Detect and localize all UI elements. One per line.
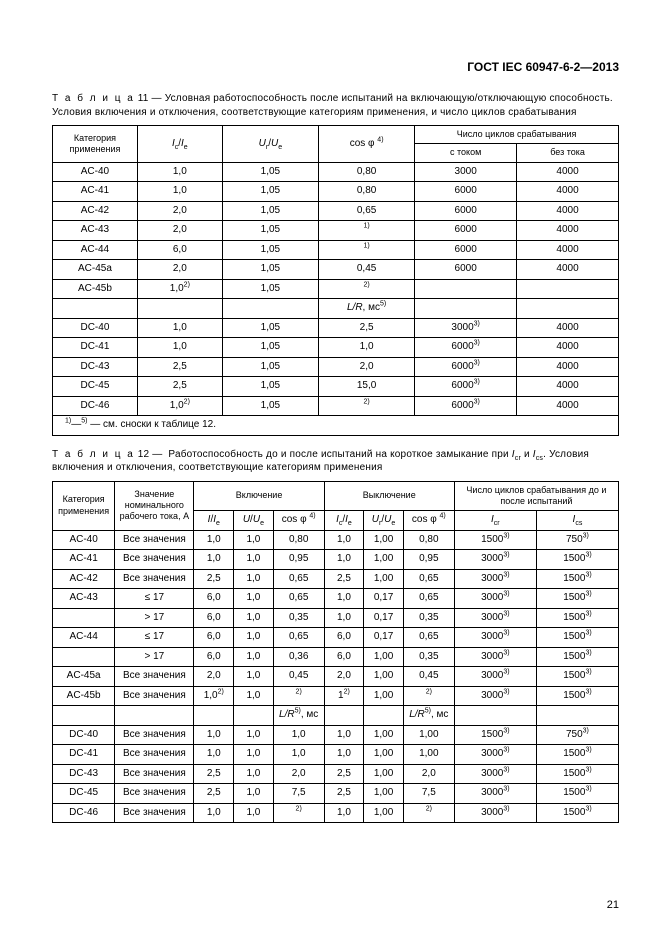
t12-h-on: Включение — [194, 481, 324, 511]
table-row: DC-43Все значения2,51,02,02,51,002,03000… — [53, 764, 619, 784]
table-row: AC-411,01,050,8060004000 — [53, 182, 619, 202]
table11-num: 11 — [138, 93, 149, 104]
table-row: DC-41Все значения1,01,01,01,01,001,00300… — [53, 745, 619, 765]
table11-text: — Условная работоспособность после испыт… — [52, 93, 613, 118]
table-row: DC-411,01,051,060003)4000 — [53, 338, 619, 358]
table-row-lr: L/R, мс5) — [53, 299, 619, 319]
table-row: AC-45b1,02)1,052) — [53, 279, 619, 299]
t12-h-cycles: Число циклов срабатывания до и после исп… — [454, 481, 618, 511]
table-row: DC-432,51,052,060003)4000 — [53, 357, 619, 377]
table-row: AC-44≤ 176,01,00,656,00,170,6530003)1500… — [53, 628, 619, 648]
t11-h-urue: Ur/Ue — [222, 126, 318, 163]
table-row: DC-40Все значения1,01,01,01,01,001,00150… — [53, 725, 619, 745]
t12-h-urue: Ur/Ue — [364, 511, 404, 531]
table12-num: 12 — [138, 449, 150, 460]
t12-h-nominal: Значение номинального рабочего тока, А — [115, 481, 194, 530]
t12-h-icr: Icr — [454, 511, 536, 531]
page-number: 21 — [607, 899, 619, 911]
table-row: AC-45aВсе значения2,01,00,452,01,000,453… — [53, 667, 619, 687]
table-row: DC-45Все значения2,51,07,52,51,007,53000… — [53, 784, 619, 804]
table-row: DC-401,01,052,530003)4000 — [53, 318, 619, 338]
table-row-lr: L/R5), мс L/R5), мс — [53, 706, 619, 726]
t12-h-uue: U/Ue — [234, 511, 274, 531]
table-row: DC-46Все значения1,01,02)1,01,002)30003)… — [53, 803, 619, 823]
t11-h-nocurr: без тока — [517, 144, 619, 162]
table11-label: Т а б л и ц а — [52, 93, 135, 104]
table-row: > 176,01,00,351,00,170,3530003)15003) — [53, 608, 619, 628]
table-row: > 176,01,00,366,01,000,3530003)15003) — [53, 647, 619, 667]
t11-h-cosphi: cos φ 4) — [319, 126, 415, 163]
t12-h-cosphi2: cos φ 4) — [403, 511, 454, 531]
table-11: Категория применения Ic/Ie Ur/Ue cos φ 4… — [52, 125, 619, 436]
t11-h-cycles: Число циклов срабатывания — [415, 126, 619, 144]
t12-lr-off: L/R5), мс — [403, 706, 454, 726]
table-row: AC-45bВсе значения1,02)1,02)12)1,002)300… — [53, 686, 619, 706]
t11-h-icie: Ic/Ie — [137, 126, 222, 163]
table-row: AC-42Все значения2,51,00,652,51,000,6530… — [53, 569, 619, 589]
table-row: AC-446,01,051)60004000 — [53, 240, 619, 260]
t12-h-ics: Ics — [536, 511, 618, 531]
table-row: AC-41Все значения1,01,00,951,01,000,9530… — [53, 550, 619, 570]
table-row: DC-461,02)1,052)60003)4000 — [53, 396, 619, 416]
t11-h-category: Категория применения — [53, 126, 138, 163]
table-row: AC-422,01,050,6560004000 — [53, 201, 619, 221]
t11-h-withcurr: с током — [415, 144, 517, 162]
document-code: ГОСТ IEC 60947-6-2—2013 — [52, 60, 619, 74]
t12-lr-on: L/R5), мс — [273, 706, 324, 726]
table11-caption: Т а б л и ц а 11 — Условная работоспособ… — [52, 92, 619, 119]
table-row: DC-452,51,0515,060003)4000 — [53, 377, 619, 397]
table-row: AC-40Все значения1,01,00,801,01,000,8015… — [53, 530, 619, 550]
t11-footnote-row: 1)—5) — см. сноски к таблице 12. — [53, 416, 619, 436]
t12-h-iie: I/Ie — [194, 511, 234, 531]
table-row: AC-43≤ 176,01,00,651,00,170,6530003)1500… — [53, 589, 619, 609]
t12-h-cosphi1: cos φ 4) — [273, 511, 324, 531]
t11-lr-header: L/R, мс5) — [319, 299, 415, 319]
t12-h-icie: Ic/Ie — [324, 511, 364, 531]
table-12: Категория применения Значение номинально… — [52, 481, 619, 824]
table12-caption: Т а б л и ц а 12 — Работоспособность до … — [52, 448, 619, 475]
table-row: AC-401,01,050,8030004000 — [53, 162, 619, 182]
t12-h-off: Выключение — [324, 481, 454, 511]
table-row: AC-45a2,01,050,4560004000 — [53, 260, 619, 280]
t12-h-category: Категория применения — [53, 481, 115, 530]
table-row: AC-432,01,051)60004000 — [53, 221, 619, 241]
table12-label: Т а б л и ц а — [52, 449, 135, 460]
